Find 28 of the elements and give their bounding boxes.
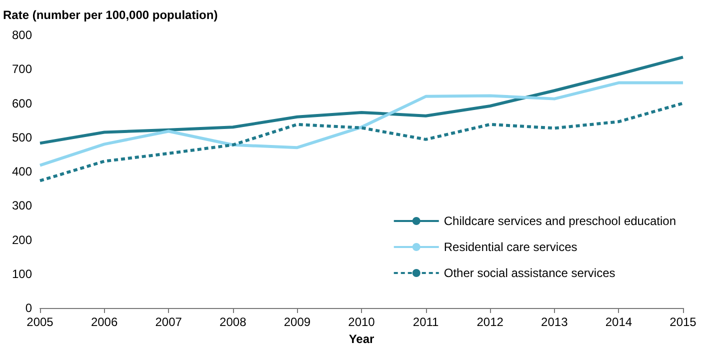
legend-label: Other social assistance services: [444, 266, 616, 280]
x-tick-label: 2008: [220, 315, 247, 329]
y-tick-label: 600: [12, 96, 32, 110]
x-tick-label: 2014: [605, 315, 632, 329]
x-tick-label: 2007: [155, 315, 182, 329]
x-tick-label: 2005: [26, 315, 54, 329]
y-tick-label: 700: [12, 62, 32, 76]
x-tick-label: 2006: [90, 315, 118, 329]
y-axis-title: Rate (number per 100,000 population): [3, 8, 218, 22]
legend-label: Childcare services and preschool education: [444, 214, 676, 228]
y-tick-label: 300: [12, 198, 32, 213]
x-tick-label: 2011: [412, 315, 440, 329]
x-tick-label: 2012: [476, 315, 504, 329]
x-tick-label: 2013: [541, 315, 568, 329]
x-tick-label: 2009: [284, 315, 311, 329]
x-tick-label: 2015: [670, 315, 697, 329]
line-series: [38, 56, 684, 145]
y-tick-label: 400: [12, 164, 32, 178]
line-series: [38, 81, 684, 167]
legend-label: Residential care services: [444, 240, 578, 254]
y-tick-label: 100: [12, 266, 32, 281]
x-axis-title: Year: [348, 332, 375, 346]
y-tick-label: 800: [12, 28, 32, 42]
y-tick-label: 200: [12, 232, 32, 247]
y-tick-label: 0: [25, 301, 32, 315]
line-series: [38, 102, 684, 182]
x-tick-label: 2010: [348, 315, 376, 329]
y-tick-label: 500: [12, 130, 32, 144]
